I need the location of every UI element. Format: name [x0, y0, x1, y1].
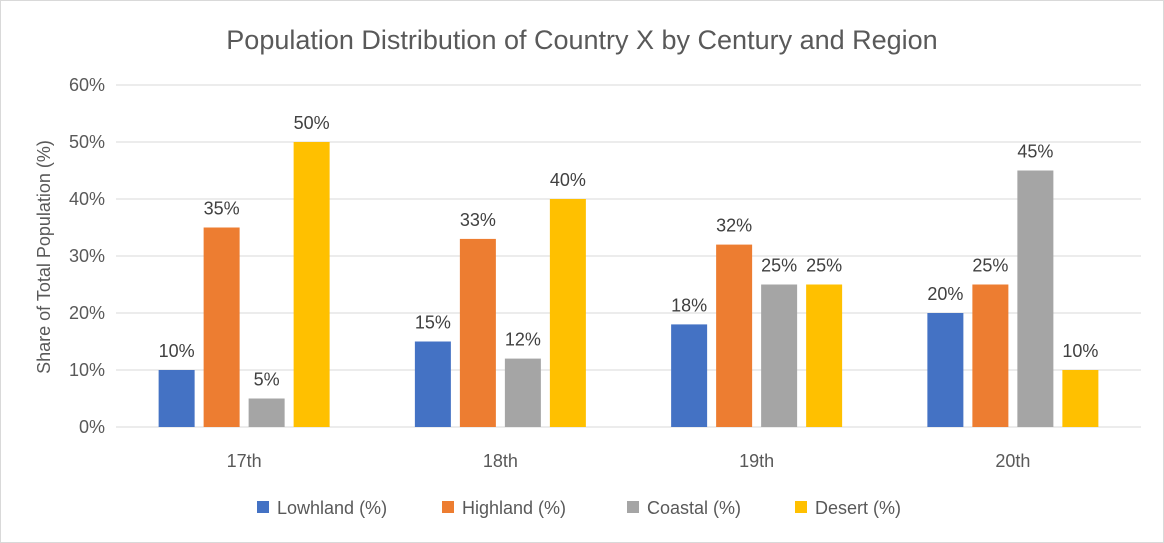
x-tick-label: 18th: [483, 451, 518, 471]
data-label: 20%: [927, 284, 963, 304]
data-label: 25%: [972, 256, 1008, 276]
y-tick-label: 30%: [69, 246, 105, 266]
bar: [459, 238, 496, 427]
y-tick-label: 50%: [69, 132, 105, 152]
chart-title: Population Distribution of Country X by …: [226, 25, 937, 55]
bar: [158, 370, 195, 427]
data-label: 15%: [415, 313, 451, 333]
bar: [1017, 170, 1054, 427]
legend-swatch: [257, 501, 269, 513]
y-tick-label: 10%: [69, 360, 105, 380]
bar: [293, 142, 330, 427]
x-tick-label: 17th: [227, 451, 262, 471]
bar: [248, 398, 285, 427]
bars: [158, 142, 1099, 427]
legend-label: Coastal (%): [647, 498, 741, 518]
bar: [716, 244, 753, 427]
bar: [806, 284, 843, 427]
legend-label: Desert (%): [815, 498, 901, 518]
legend: Lowhland (%) Highland (%) Coastal (%) Deser…: [257, 498, 901, 518]
x-tick-label: 19th: [739, 451, 774, 471]
bar: [1062, 370, 1099, 427]
bar: [972, 284, 1009, 427]
gridlines: [116, 84, 1141, 428]
y-tick-label: 20%: [69, 303, 105, 323]
data-label: 33%: [460, 210, 496, 230]
legend-swatch: [795, 501, 807, 513]
y-axis-label: Share of Total Population (%): [34, 140, 54, 374]
bar: [203, 227, 240, 427]
y-tick-labels: 0% 10% 20% 30% 40% 50% 60%: [69, 75, 105, 437]
data-label: 18%: [671, 295, 707, 315]
data-label: 25%: [806, 256, 842, 276]
data-labels: 10% 35% 5% 50% 15% 33% 12% 40% 18% 32% 25% 25% 20% 25…: [159, 113, 1099, 390]
bar: [549, 199, 586, 427]
x-tick-labels: 17th 18th 19th 20th: [227, 451, 1031, 471]
y-tick-label: 0%: [79, 417, 105, 437]
data-label: 10%: [159, 341, 195, 361]
legend-label: Highland (%): [462, 498, 566, 518]
data-label: 25%: [761, 256, 797, 276]
bar: [927, 313, 964, 427]
data-label: 5%: [254, 370, 280, 390]
data-label: 50%: [294, 113, 330, 133]
data-label: 10%: [1062, 341, 1098, 361]
data-label: 40%: [550, 170, 586, 190]
x-tick-label: 20th: [995, 451, 1030, 471]
bar: [414, 341, 451, 427]
data-label: 45%: [1017, 142, 1053, 162]
data-label: 35%: [204, 199, 240, 219]
legend-swatch: [627, 501, 639, 513]
data-label: 12%: [505, 330, 541, 350]
y-tick-label: 60%: [69, 75, 105, 95]
data-label: 32%: [716, 216, 752, 236]
bar: [761, 284, 798, 427]
bar: [504, 358, 541, 427]
legend-swatch: [442, 501, 454, 513]
bar: [671, 324, 708, 427]
y-tick-label: 40%: [69, 189, 105, 209]
legend-label: Lowhland (%): [277, 498, 387, 518]
